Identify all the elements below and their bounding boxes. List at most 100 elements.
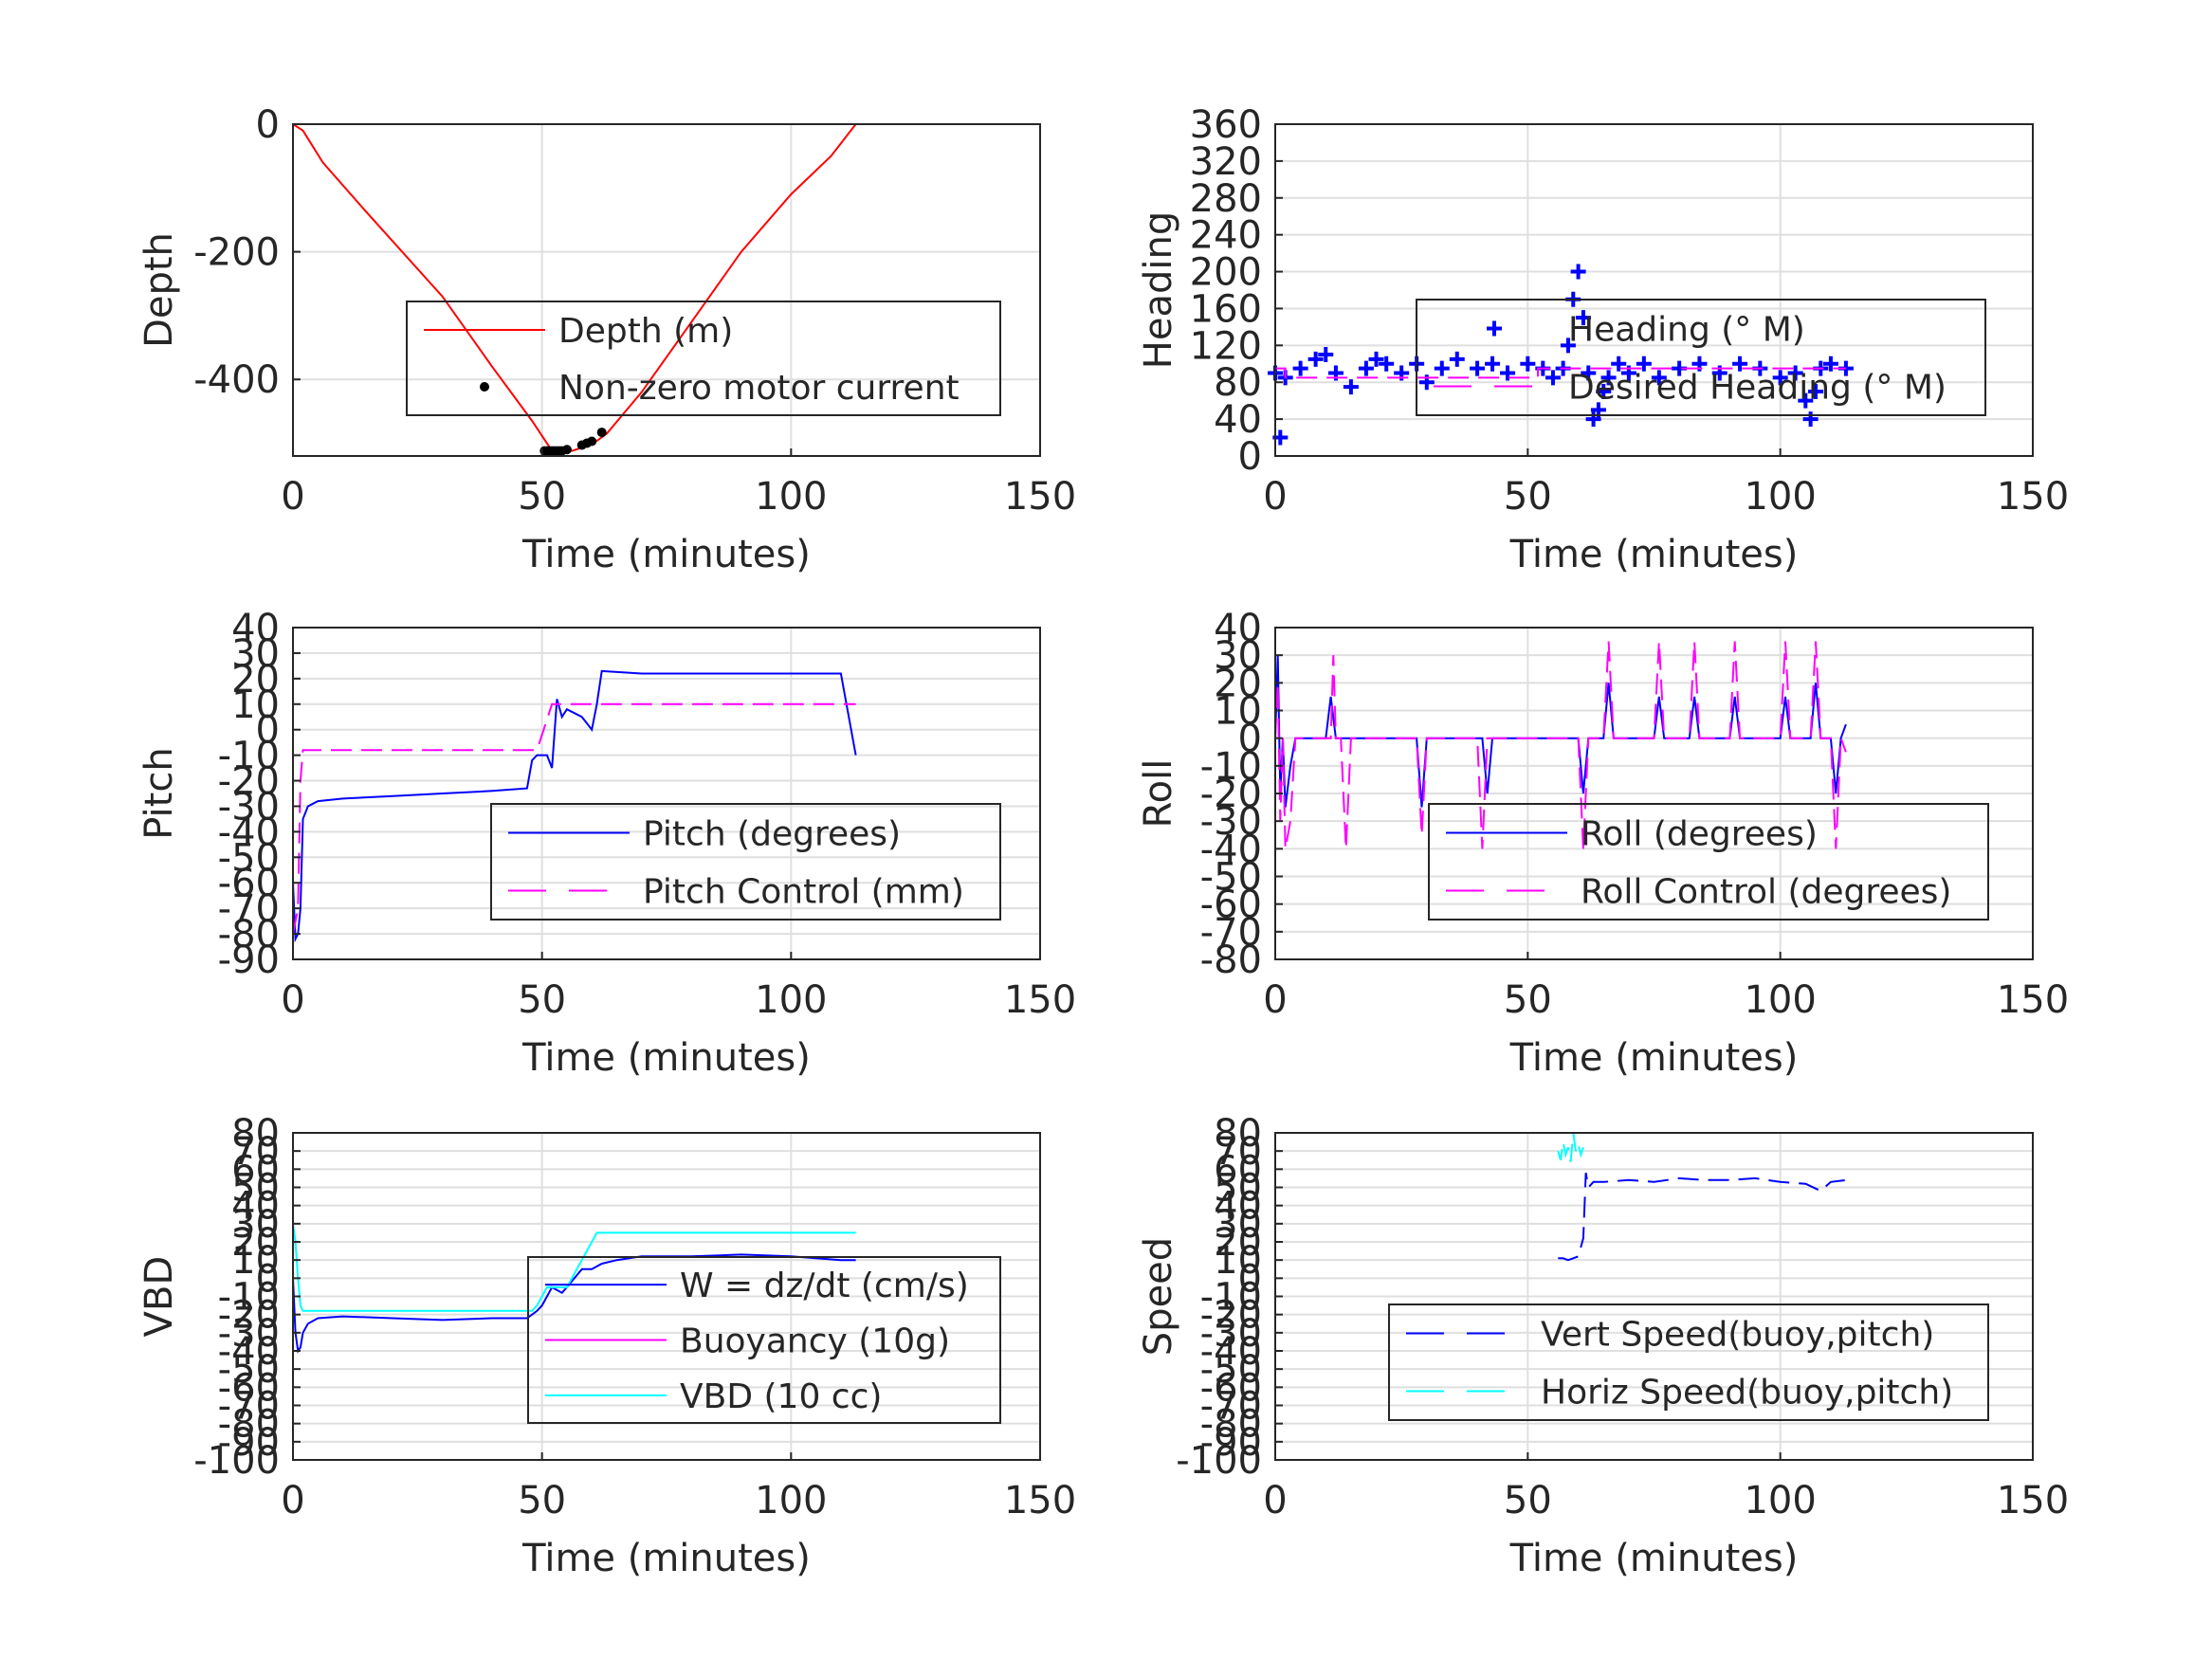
legend-pitch-control-mm-label: Pitch Control (mm)	[643, 873, 964, 912]
legend-pitch-degrees-label: Pitch (degrees)	[643, 815, 901, 854]
legend-horiz-speed-buoy-pitch-label: Horiz Speed(buoy,pitch)	[1541, 1374, 1953, 1413]
x-tick-label: 100	[755, 978, 827, 1022]
x-tick-label: 150	[1004, 978, 1076, 1022]
series-pitch-degrees-line	[292, 669, 857, 943]
y-tick-label: 10	[231, 684, 280, 727]
series-heading-m-point	[1500, 365, 1516, 381]
y-tick-label: 60	[231, 1148, 280, 1192]
y-tick-label: 160	[1190, 287, 1262, 331]
y-tick-label: 20	[1214, 662, 1262, 705]
series-heading-m-point	[1611, 356, 1627, 372]
series-heading-m-point	[1545, 370, 1561, 386]
series-heading-m-point	[1822, 356, 1838, 372]
y-tick-label: -30	[218, 785, 280, 829]
y-axis-label: VBD	[137, 1256, 181, 1338]
y-tick-label: 360	[1190, 103, 1262, 147]
y-axis-label: Pitch	[137, 747, 181, 839]
subplot-roll: 0 50 100 150-80-70-60-50-40-30-20-100102030…	[1137, 607, 2069, 1080]
legend-non-zero-motor-current-label: Non-zero motor current	[558, 369, 960, 408]
y-tick-label: -20	[1200, 773, 1262, 816]
subplot-vbd: 0 50 100 150-100-90-80-70-60-50-40-30-20-10…	[137, 1112, 1076, 1580]
y-tick-label: -30	[1200, 800, 1262, 844]
y-tick-label: -10	[1200, 745, 1262, 789]
y-tick-label: 0	[1238, 1257, 1262, 1301]
y-tick-label: -70	[218, 887, 280, 931]
y-tick-label: 0	[256, 103, 280, 147]
x-tick-label: 50	[518, 475, 566, 519]
subplot-pitch: 0 50 100 150-90-80-70-60-50-40-30-20-100102…	[137, 607, 1076, 1080]
x-tick-label: 0	[281, 978, 304, 1022]
y-tick-label: -60	[1200, 884, 1262, 927]
series-heading-m-point	[1318, 347, 1334, 363]
y-tick-label: -20	[1200, 1294, 1262, 1338]
y-tick-label: 50	[231, 1167, 280, 1211]
legend-buoyancy-10g-label: Buoyancy (10g)	[680, 1322, 950, 1361]
x-tick-label: 0	[281, 1479, 304, 1522]
legend-box	[490, 803, 1001, 921]
x-axis-label: Time (minutes)	[1509, 1036, 1799, 1080]
axes-frame	[292, 627, 1041, 960]
y-tick-label: 20	[231, 658, 280, 702]
plot-area	[293, 628, 1040, 959]
y-tick-label: -40	[1200, 1330, 1262, 1374]
y-tick-label: 0	[1238, 435, 1262, 479]
series-vert-speed-buoy-pitch-line	[1558, 1173, 1847, 1262]
series-heading-m-point	[1798, 392, 1814, 409]
y-tick-label: -200	[193, 231, 280, 275]
y-tick-label: -10	[218, 735, 280, 778]
series-heading-m-point	[1732, 356, 1748, 372]
y-tick-label: -80	[218, 1403, 280, 1447]
y-tick-label: -40	[218, 811, 280, 854]
y-tick-label: 120	[1190, 324, 1262, 368]
y-tick-label: -80	[218, 913, 280, 957]
y-tick-label: -90	[218, 1421, 280, 1465]
x-tick-label: 150	[1004, 1479, 1076, 1522]
series-heading-m-point	[1470, 360, 1486, 376]
y-tick-label: -100	[1176, 1439, 1262, 1483]
y-tick-label: -400	[193, 358, 280, 402]
y-tick-label: 10	[1214, 1239, 1262, 1283]
legend-non-zero-motor-current-swatch	[480, 382, 489, 392]
legend-heading-m-swatch	[1487, 320, 1502, 337]
y-axis-label: Roll	[1137, 759, 1180, 829]
series-heading-m-point	[1292, 360, 1308, 376]
y-tick-label: 70	[231, 1130, 280, 1174]
y-tick-label: -10	[218, 1276, 280, 1320]
y-tick-label: 40	[1214, 398, 1262, 442]
y-tick-label: 40	[231, 607, 280, 650]
series-heading-m-point	[1596, 383, 1612, 399]
series-heading-m-point	[1343, 379, 1359, 395]
x-axis-label: Time (minutes)	[521, 1537, 811, 1580]
y-tick-label: -60	[218, 862, 280, 905]
legend-heading-m-label: Heading (° M)	[1568, 311, 1805, 350]
y-tick-label: 280	[1190, 177, 1262, 221]
y-tick-label: -90	[218, 939, 280, 982]
y-tick-label: 30	[231, 632, 280, 676]
y-tick-label: -90	[1200, 1421, 1262, 1465]
y-axis-label: Speed	[1137, 1237, 1180, 1356]
series-heading-m-point	[1585, 411, 1601, 428]
y-tick-label: -70	[1200, 911, 1262, 955]
x-tick-label: 100	[755, 475, 827, 519]
series-vbd-10-cc-line	[292, 1223, 856, 1312]
x-tick-label: 50	[1504, 978, 1552, 1022]
series-non-zero-motor-current-point	[561, 445, 572, 455]
series-roll-control-degrees-line	[1274, 641, 1847, 849]
series-heading-m-point	[1485, 356, 1501, 372]
series-non-zero-motor-current-point	[587, 436, 597, 447]
y-tick-label: -70	[218, 1385, 280, 1429]
legend-box	[1388, 1304, 1989, 1421]
y-tick-label: -50	[1200, 856, 1262, 900]
y-tick-label: -70	[1200, 1385, 1262, 1429]
y-tick-label: -30	[1200, 1312, 1262, 1356]
legend-box	[1428, 803, 1989, 921]
x-tick-label: 150	[1997, 1479, 2069, 1522]
y-tick-label: 10	[231, 1239, 280, 1283]
x-axis-label: Time (minutes)	[1509, 1537, 1799, 1580]
y-tick-label: 0	[256, 1257, 280, 1301]
y-tick-label: -40	[1200, 828, 1262, 871]
series-heading-m-point	[1600, 370, 1617, 386]
y-tick-label: 20	[231, 1221, 280, 1265]
